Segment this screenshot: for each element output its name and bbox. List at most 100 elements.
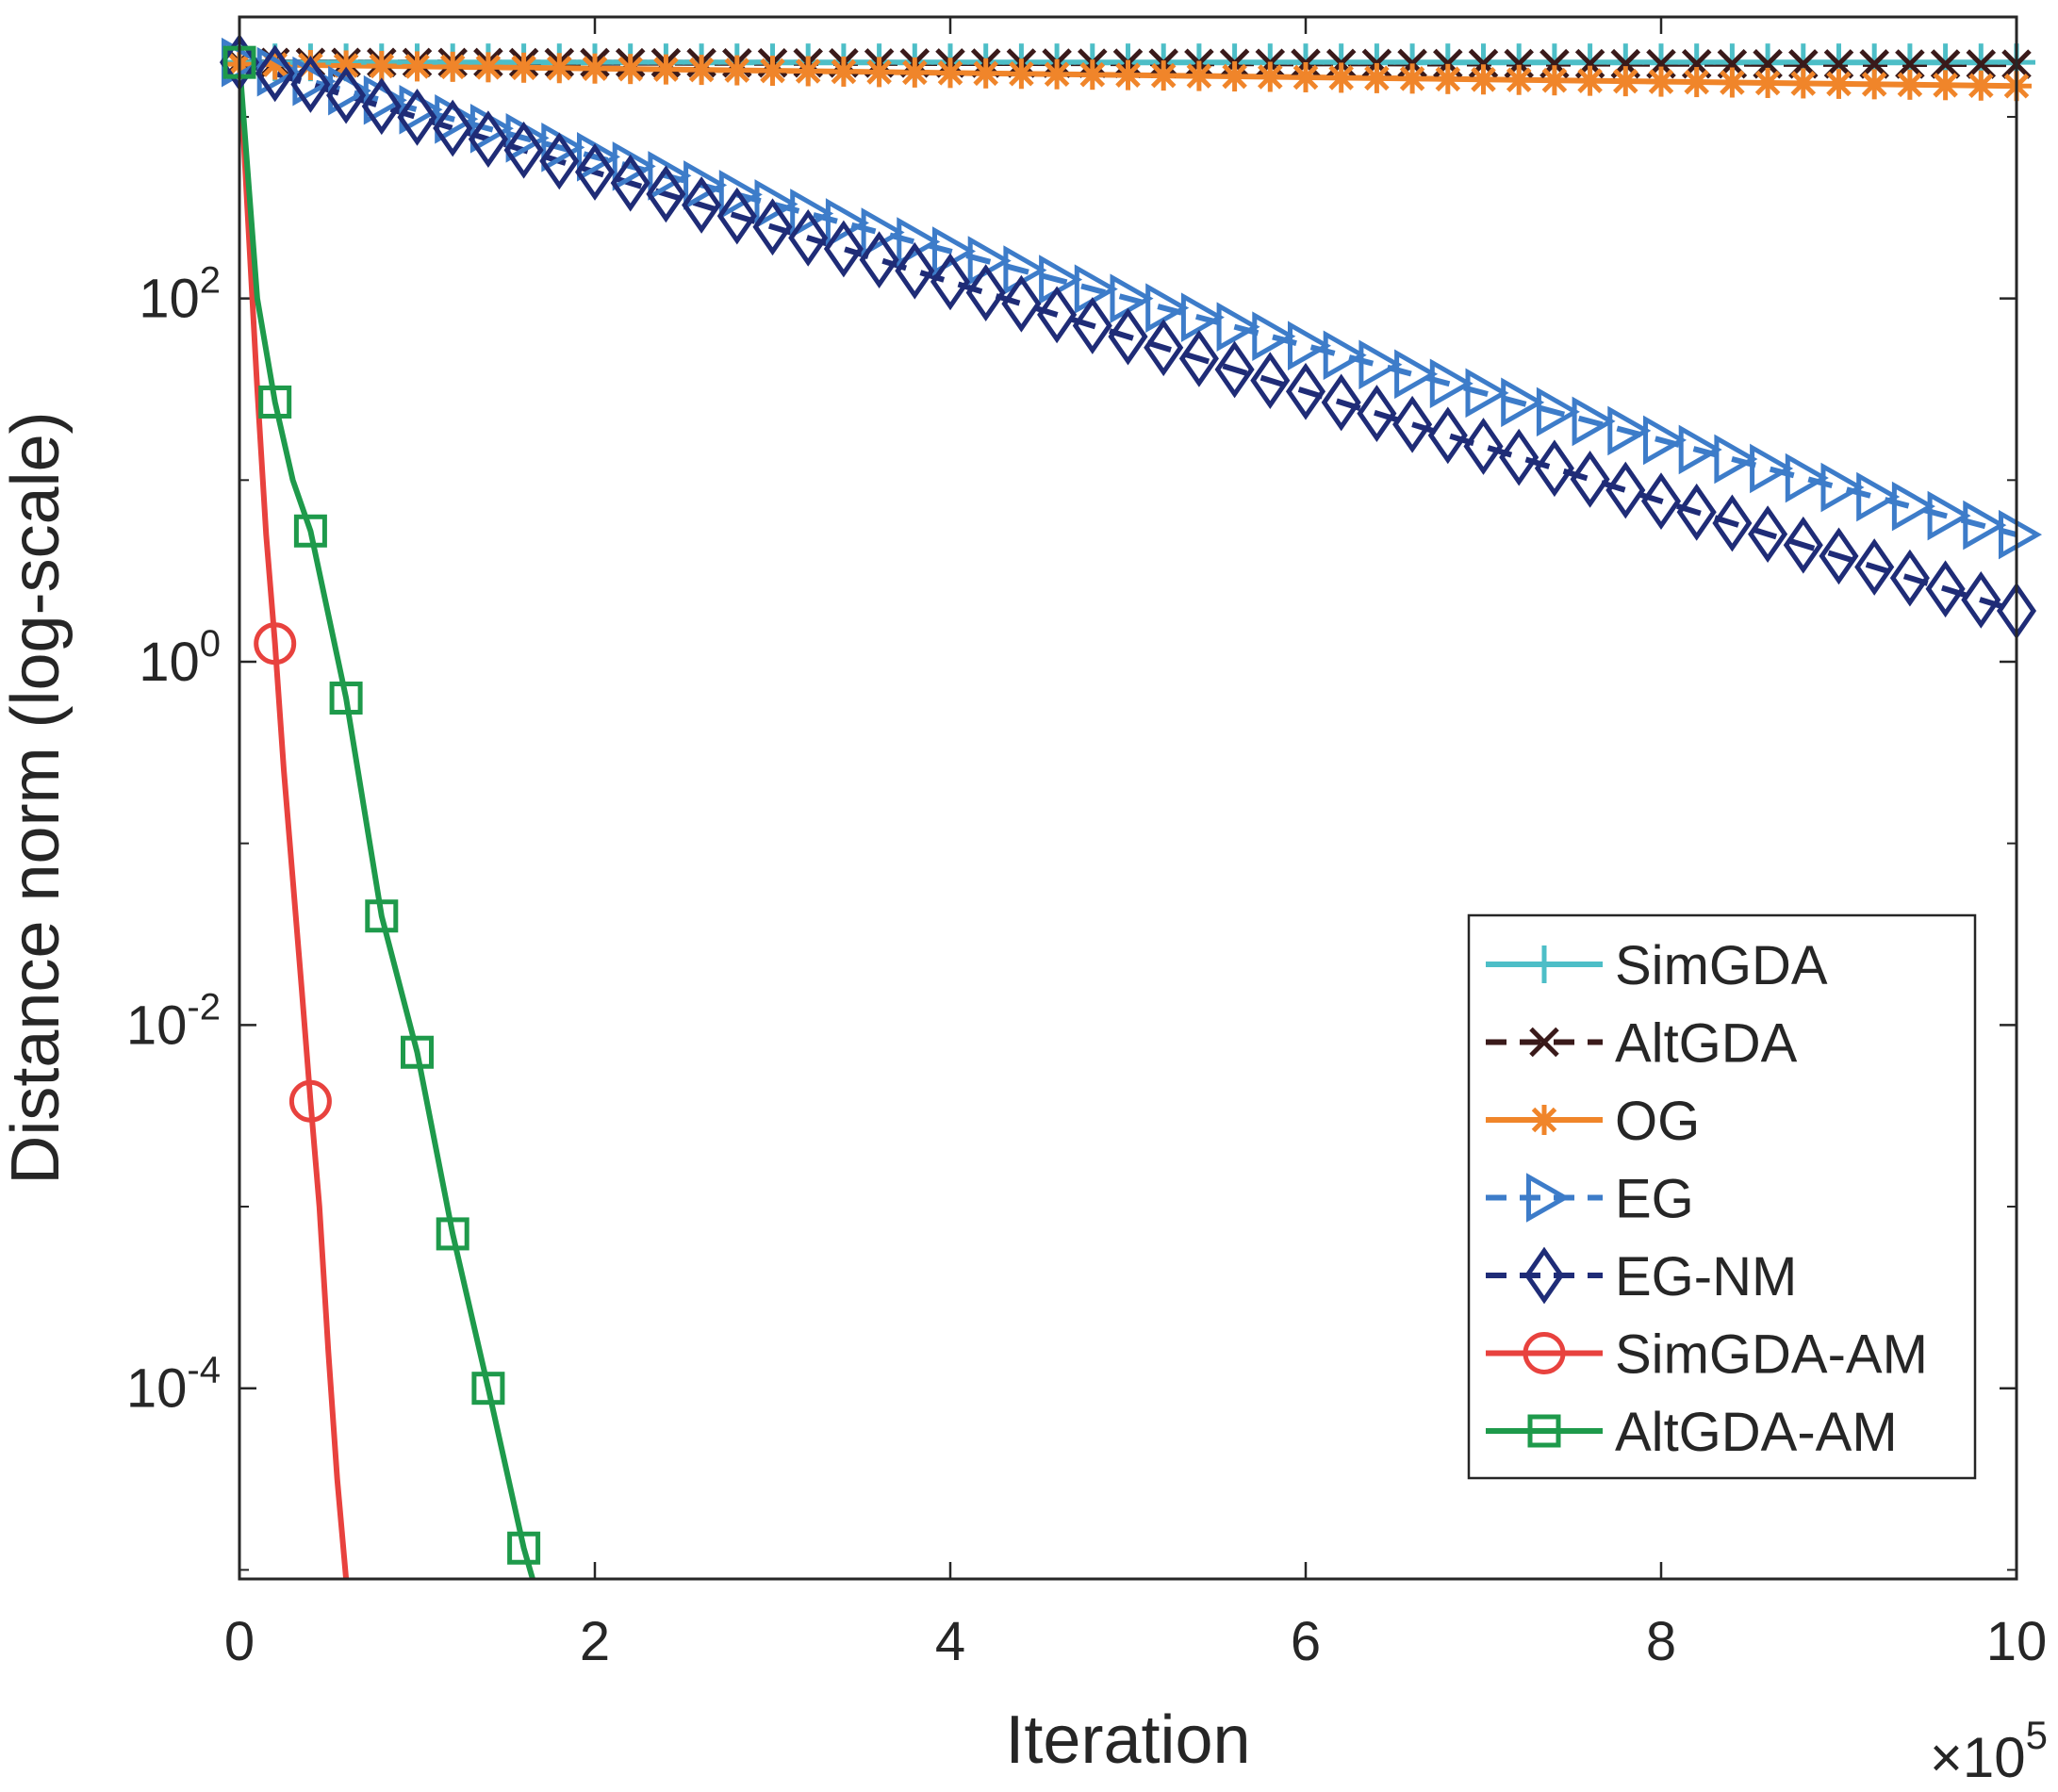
marker-eg	[1714, 434, 1758, 485]
marker-stroke	[1435, 66, 1461, 92]
marker-eg-nm	[930, 253, 971, 311]
marker-eg-nm	[1889, 549, 1930, 607]
marker-eg-nm	[1819, 527, 1859, 585]
marker-og	[1504, 64, 1535, 95]
marker-og	[1787, 68, 1819, 99]
marker-eg-nm	[1676, 483, 1717, 541]
marker-simgda-am	[288, 1079, 332, 1123]
legend-label: AltGDA	[1615, 1013, 1798, 1075]
marker-eg	[1465, 368, 1509, 419]
marker-stroke	[1826, 71, 1852, 97]
marker-eg-nm	[468, 110, 508, 169]
marker-stroke	[1364, 65, 1390, 91]
marker-eg-nm	[752, 198, 793, 256]
marker-eg	[1820, 462, 1865, 513]
series-line-simgda-am	[239, 62, 350, 1579]
marker-stroke	[1529, 1027, 1559, 1058]
marker-eg	[1323, 330, 1367, 381]
marker-altgda-am	[401, 1035, 434, 1069]
marker-stroke	[688, 57, 715, 83]
legend-label: SimGDA-AM	[1615, 1324, 1928, 1386]
legend: SimGDA AltGDA OG EG EG-NM SimGDA-AM AltGDA-AM	[1467, 913, 1977, 1480]
marker-altgda-am	[471, 1372, 505, 1406]
plot-frame	[238, 15, 2018, 1581]
marker-eg	[1927, 490, 1971, 541]
marker-stroke	[1684, 69, 1709, 95]
marker-stroke	[902, 59, 928, 86]
marker-eg	[1358, 339, 1403, 390]
marker-og	[935, 58, 965, 89]
marker-og	[580, 53, 610, 84]
marker-altgda-am	[365, 899, 399, 933]
marker-altgda	[1930, 49, 1961, 79]
x-scale-exponent: 5	[2026, 1713, 2048, 1757]
marker-eg-nm	[1108, 307, 1148, 366]
y-tick-label-exponent: -4	[187, 1350, 221, 1391]
marker-eg	[1074, 264, 1118, 314]
marker-eg-nm	[823, 220, 864, 278]
series-markers-simgda-am	[254, 622, 332, 1123]
marker-eg-nm	[1605, 461, 1646, 519]
marker-eg-nm	[1250, 352, 1291, 410]
marker-eg-nm	[574, 143, 616, 201]
marker-eg	[1891, 481, 1935, 532]
marker-og	[1468, 64, 1499, 95]
y-tick-label-base: 10	[126, 995, 188, 1056]
marker-eg	[1394, 349, 1439, 400]
marker-eg-nm	[646, 165, 686, 223]
marker-eg-nm	[1144, 319, 1184, 377]
marker-eg-nm	[433, 99, 473, 157]
marker-og	[544, 53, 575, 84]
marker-eg-nm	[859, 231, 899, 289]
marker-eg-nm	[1285, 362, 1326, 420]
marker-eg-nm	[1534, 439, 1574, 498]
marker-altgda-am	[436, 1217, 469, 1251]
marker-stroke	[547, 55, 572, 81]
marker-eg-nm	[1463, 418, 1504, 475]
marker-altgda-am	[329, 682, 363, 715]
x-tick-label: 8	[1646, 1611, 1676, 1672]
marker-eg-nm	[1925, 560, 1966, 618]
marker-eg	[1607, 405, 1652, 456]
marker-stroke	[511, 55, 536, 81]
marker-stroke	[1150, 62, 1177, 89]
legend-swatch-marker	[1527, 1414, 1561, 1448]
marker-stroke	[1541, 67, 1568, 93]
marker-og	[1291, 61, 1321, 92]
y-tick-label-base: 10	[126, 1358, 188, 1420]
legend-label: EG-NM	[1615, 1246, 1797, 1307]
marker-eg-nm	[682, 176, 722, 234]
marker-og	[1717, 67, 1748, 98]
marker-eg-nm	[361, 77, 402, 136]
y-tick-label-base: 10	[139, 632, 200, 693]
marker-eg-nm	[503, 121, 544, 179]
marker-og	[1112, 59, 1144, 90]
marker-stroke	[1933, 73, 1958, 98]
marker-og	[1753, 67, 1784, 98]
marker-eg-nm	[1178, 329, 1219, 387]
marker-stroke	[1790, 71, 1817, 96]
marker-altgda-am	[258, 385, 292, 419]
y-tick-label-exponent: 2	[200, 260, 221, 302]
marker-stroke	[404, 54, 430, 79]
marker-eg-nm	[716, 187, 757, 245]
marker-eg	[1288, 321, 1332, 371]
marker-eg	[1252, 311, 1296, 362]
marker-eg-nm	[290, 56, 331, 113]
marker-altgda-am	[507, 1531, 541, 1565]
marker-stroke	[582, 56, 608, 82]
marker-eg-nm	[1001, 274, 1042, 333]
marker-eg	[1963, 500, 2007, 551]
legend-entry-eg-nm: EG-NM	[1486, 1246, 1797, 1307]
marker-stroke	[973, 60, 998, 87]
marker-stroke	[831, 58, 857, 85]
marker-og	[1397, 63, 1428, 94]
marker-stroke	[1328, 65, 1354, 90]
legend-swatch-marker	[1523, 1246, 1565, 1305]
marker-altgda-am	[293, 514, 327, 548]
marker-og	[366, 50, 397, 81]
marker-og	[472, 52, 503, 83]
marker-stroke	[1968, 73, 1994, 99]
marker-stroke	[937, 60, 963, 86]
legend-swatch-marker	[1529, 1105, 1559, 1135]
